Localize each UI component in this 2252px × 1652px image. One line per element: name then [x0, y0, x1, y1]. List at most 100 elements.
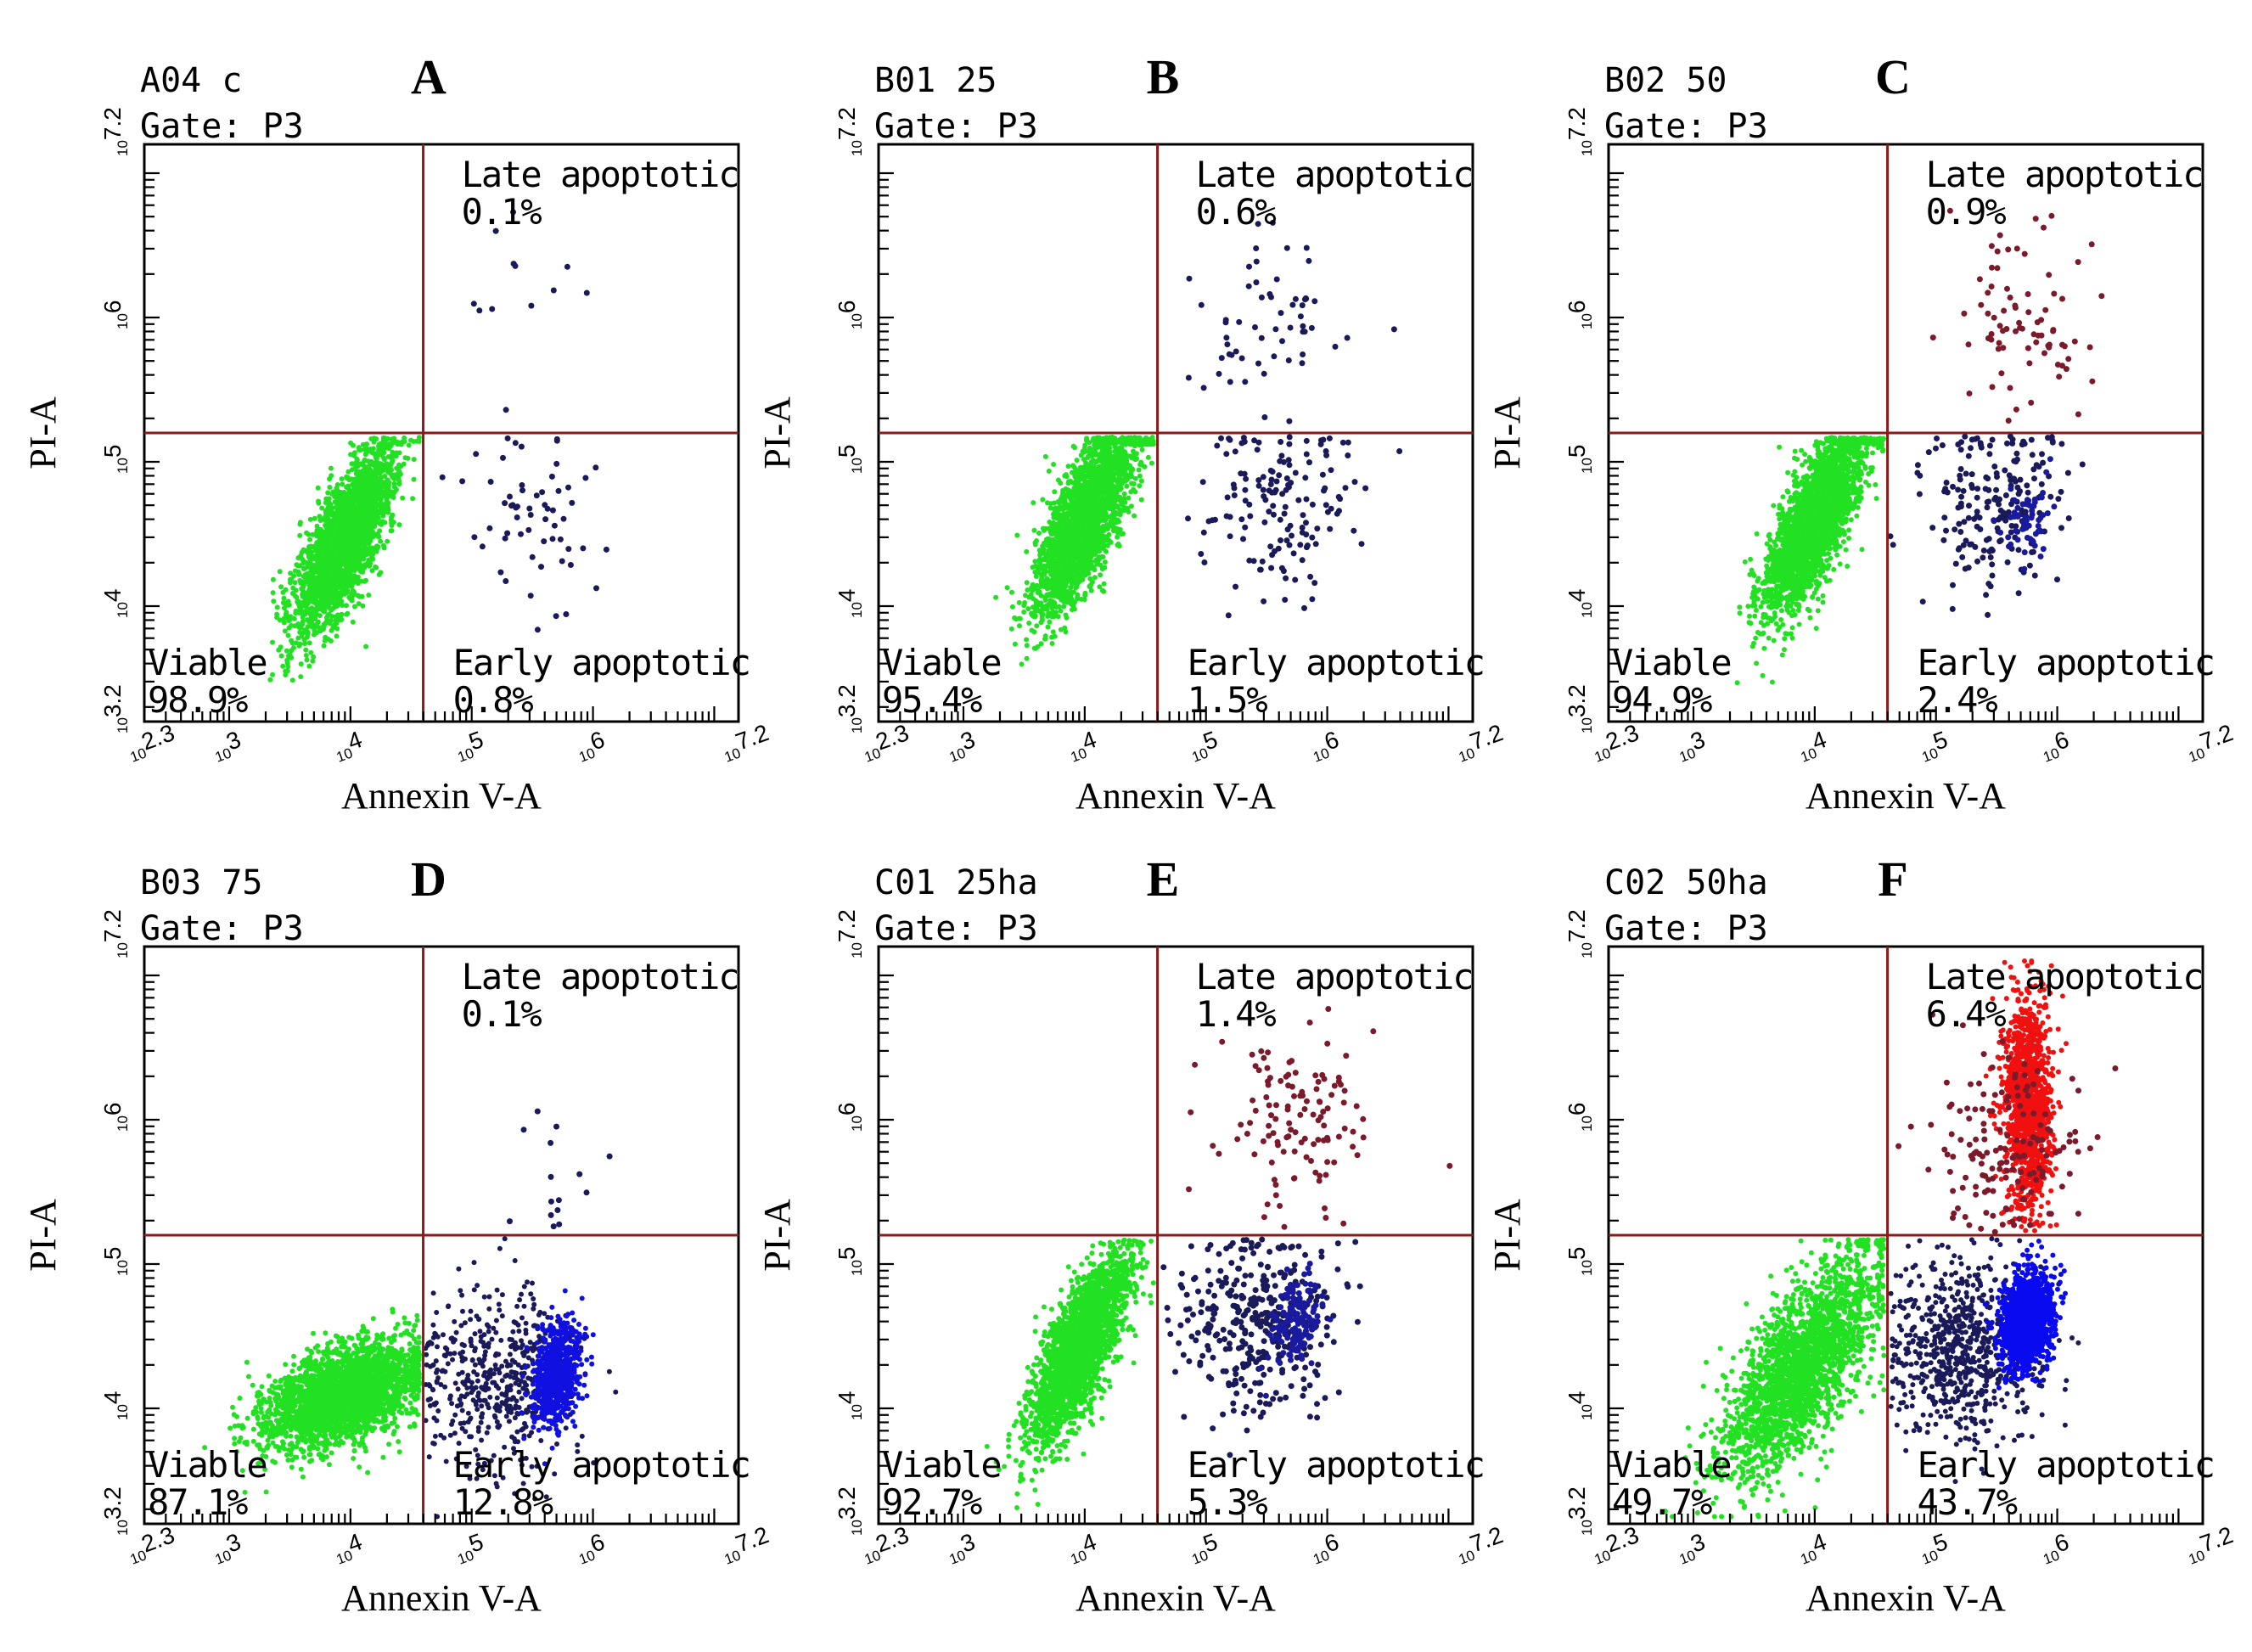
y-tick-label: 103.2 [834, 684, 865, 733]
y-tick-label: 106 [1564, 301, 1595, 330]
quadrant-name: Late apoptotic [462, 956, 738, 997]
quadrant-percent: 94.9% [1612, 679, 1712, 721]
population-late [1185, 219, 1397, 424]
x-tick-label: 105 [1184, 1528, 1222, 1568]
quadrant-name: Early apoptotic [1188, 642, 1484, 683]
y-tick-label: 107.2 [99, 107, 131, 156]
quadrant-name: Viable [148, 642, 267, 683]
x-tick-label: 104 [1794, 1528, 1832, 1568]
x-tick-label: 105 [1184, 726, 1222, 766]
quadrant-percent: 12.8% [453, 1481, 553, 1523]
quadrant-name: Early apoptotic [1188, 1444, 1484, 1486]
x-tick-label: 105 [450, 726, 488, 766]
quadrant-percent: 43.7% [1918, 1481, 2018, 1523]
population-viable [267, 435, 422, 683]
axis-ticks [878, 171, 1450, 722]
population-late [470, 209, 590, 413]
axis-ticks [1608, 974, 2180, 1524]
x-tick-label: 105 [450, 1528, 488, 1568]
population-early [1887, 433, 2086, 618]
population-early [1257, 1261, 1334, 1399]
panel-letter: A [411, 49, 446, 104]
x-tick-label: 103 [208, 726, 246, 766]
population-viable [993, 435, 1156, 667]
axis-ticks [878, 974, 1450, 1524]
x-tick-label: 104 [1064, 1528, 1102, 1568]
panel-c: 102.3 103 104 105 106 107.2 103.2 104 105 106 107.… [1486, 49, 2237, 817]
x-axis-title: Annexin V-A [341, 775, 542, 817]
x-tick-label: 107.2 [1452, 719, 1508, 766]
gate-label: Gate: P3 [1604, 107, 1768, 146]
population-early [1982, 1239, 2068, 1391]
x-tick-label: 102.3 [123, 719, 180, 766]
x-tick-label: 102.3 [123, 1521, 180, 1568]
x-tick-label: 107.2 [717, 1521, 774, 1568]
y-tick-label: 105 [1564, 445, 1595, 475]
quadrant-percent: 87.1% [148, 1481, 248, 1523]
panel-f: 102.3 103 104 105 106 107.2 103.2 104 105 106 107.… [1486, 851, 2238, 1619]
quadrant-name: Viable [148, 1444, 267, 1486]
x-tick-label: 106 [1306, 726, 1344, 766]
population-viable [202, 1306, 423, 1495]
y-tick-label: 106 [1564, 1103, 1595, 1132]
x-tick-label: 103 [1672, 726, 1710, 766]
y-tick-label: 103.2 [99, 684, 131, 733]
quadrant-percent: 92.7% [882, 1481, 982, 1523]
x-tick-label: 103 [942, 726, 980, 766]
x-tick-label: 104 [1064, 726, 1102, 766]
sample-label: C01 25ha [874, 863, 1038, 902]
scatter-points [202, 1108, 619, 1520]
population-late [1186, 1006, 1453, 1230]
scatter-points [1663, 958, 2119, 1520]
quadrant-name: Late apoptotic [1926, 956, 2203, 997]
x-tick-label: 105 [1914, 726, 1952, 766]
quadrant-name: Late apoptotic [1196, 956, 1473, 997]
x-tick-label: 106 [571, 726, 609, 766]
quadrant-percent: 0.9% [1926, 191, 2007, 233]
quadrant-percent: 98.9% [148, 679, 248, 721]
y-tick-label: 105 [834, 1247, 865, 1277]
axis-ticks [1608, 171, 2180, 722]
population-viable [1663, 1237, 1887, 1520]
quadrant-percent: 49.7% [1612, 1481, 1712, 1523]
y-tick-label: 104 [99, 589, 131, 619]
axis-ticks [143, 974, 716, 1524]
quadrant-percent: 1.5% [1188, 679, 1268, 721]
x-axis-title: Annexin V-A [1806, 775, 2006, 817]
y-tick-label: 107.2 [1564, 107, 1595, 156]
quadrant-name: Viable [882, 1444, 1001, 1486]
sample-label: A04 c [140, 61, 242, 100]
sample-label: B02 50 [1604, 61, 1727, 100]
quadrant-name: Early apoptotic [1918, 642, 2214, 683]
y-tick-label: 106 [99, 301, 131, 330]
panel-b: 102.3 103 104 105 106 107.2 103.2 104 105 106 107.… [756, 49, 1508, 817]
quadrant-name: Viable [882, 642, 1001, 683]
y-tick-label: 103.2 [834, 1486, 865, 1536]
y-tick-label: 107.2 [834, 909, 865, 958]
x-tick-label: 102.3 [1587, 719, 1644, 766]
x-axis-title: Annexin V-A [1075, 775, 1276, 817]
x-tick-label: 102.3 [857, 1521, 914, 1568]
population-early [1888, 1236, 2081, 1485]
y-tick-label: 105 [99, 1247, 131, 1277]
sample-label: B03 75 [140, 863, 263, 902]
quadrant-percent: 6.4% [1926, 993, 2007, 1035]
x-tick-label: 107.2 [717, 719, 774, 766]
quadrant-name: Early apoptotic [453, 642, 750, 683]
x-tick-label: 104 [1794, 726, 1832, 766]
x-axis-title: Annexin V-A [1806, 1577, 2006, 1619]
x-tick-label: 107.2 [2182, 1521, 2238, 1568]
x-tick-label: 102.3 [1587, 1521, 1644, 1568]
y-tick-label: 105 [1564, 1247, 1595, 1277]
gate-label: Gate: P3 [874, 107, 1038, 146]
scatter-points [993, 219, 1403, 667]
quadrant-name: Late apoptotic [1196, 154, 1473, 195]
y-tick-label: 104 [834, 589, 865, 619]
y-tick-label: 106 [834, 1103, 865, 1132]
quadrant-percent: 1.4% [1196, 993, 1277, 1035]
gate-label: Gate: P3 [874, 909, 1038, 948]
panel-letter: D [411, 851, 446, 907]
population-late [1983, 958, 2069, 1233]
scatter-points [267, 209, 609, 683]
